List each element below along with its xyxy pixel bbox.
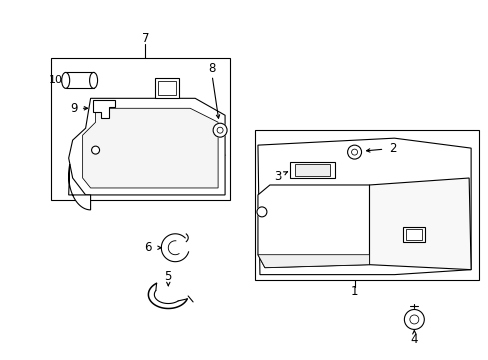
Circle shape: [213, 123, 226, 137]
Text: 4: 4: [410, 333, 417, 346]
Bar: [254, 130, 478, 280]
Bar: [406, 229, 422, 240]
Bar: [155, 78, 179, 98]
Circle shape: [91, 146, 100, 154]
Polygon shape: [294, 164, 329, 176]
Ellipse shape: [89, 72, 98, 88]
Polygon shape: [82, 108, 218, 188]
Polygon shape: [258, 255, 369, 268]
Text: 9: 9: [70, 102, 77, 115]
Text: 10: 10: [49, 75, 62, 85]
Text: 2: 2: [388, 141, 395, 155]
Text: 8: 8: [208, 62, 215, 75]
Polygon shape: [258, 138, 470, 275]
Circle shape: [404, 310, 424, 329]
Polygon shape: [258, 185, 369, 268]
Polygon shape: [289, 162, 334, 178]
Bar: [403, 227, 425, 242]
Text: 6: 6: [144, 241, 152, 254]
Polygon shape: [68, 98, 224, 195]
Circle shape: [347, 145, 361, 159]
Text: 7: 7: [142, 32, 149, 45]
Text: 1: 1: [350, 285, 358, 298]
Polygon shape: [68, 164, 90, 210]
Text: 3: 3: [274, 170, 281, 183]
Bar: [65, 72, 93, 88]
Bar: [158, 81, 176, 95]
Bar: [51, 58, 229, 200]
Circle shape: [256, 207, 266, 217]
Text: 5: 5: [164, 270, 172, 283]
Polygon shape: [369, 178, 470, 270]
Polygon shape: [92, 100, 115, 118]
Ellipse shape: [61, 72, 69, 88]
